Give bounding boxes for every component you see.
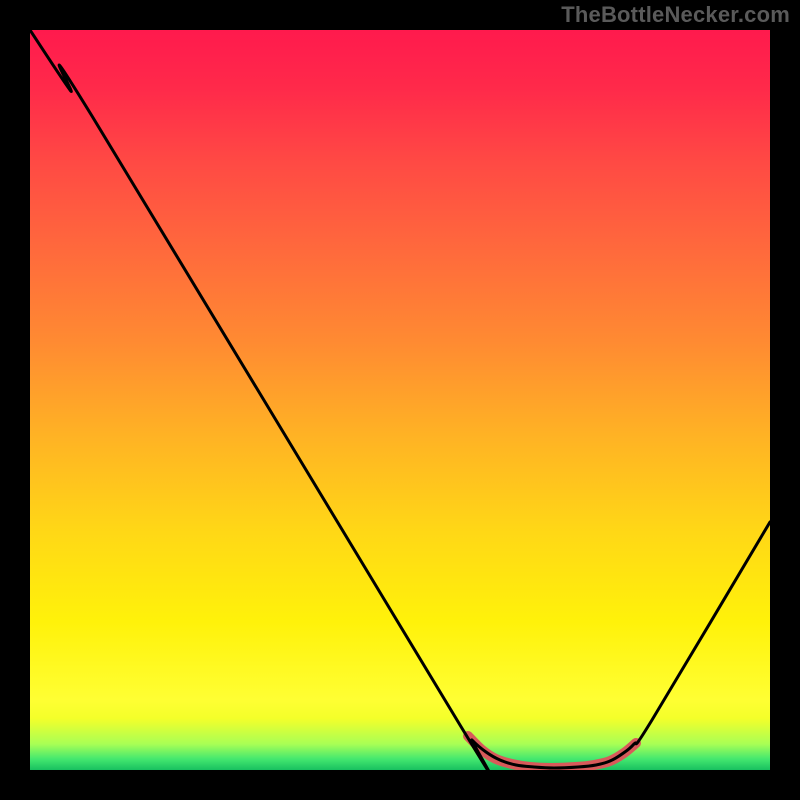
gradient-background (30, 30, 770, 770)
chart-frame: TheBottleNecker.com (0, 0, 800, 800)
plot-svg (30, 30, 770, 770)
plot-area (30, 30, 770, 770)
watermark-text: TheBottleNecker.com (561, 2, 790, 28)
